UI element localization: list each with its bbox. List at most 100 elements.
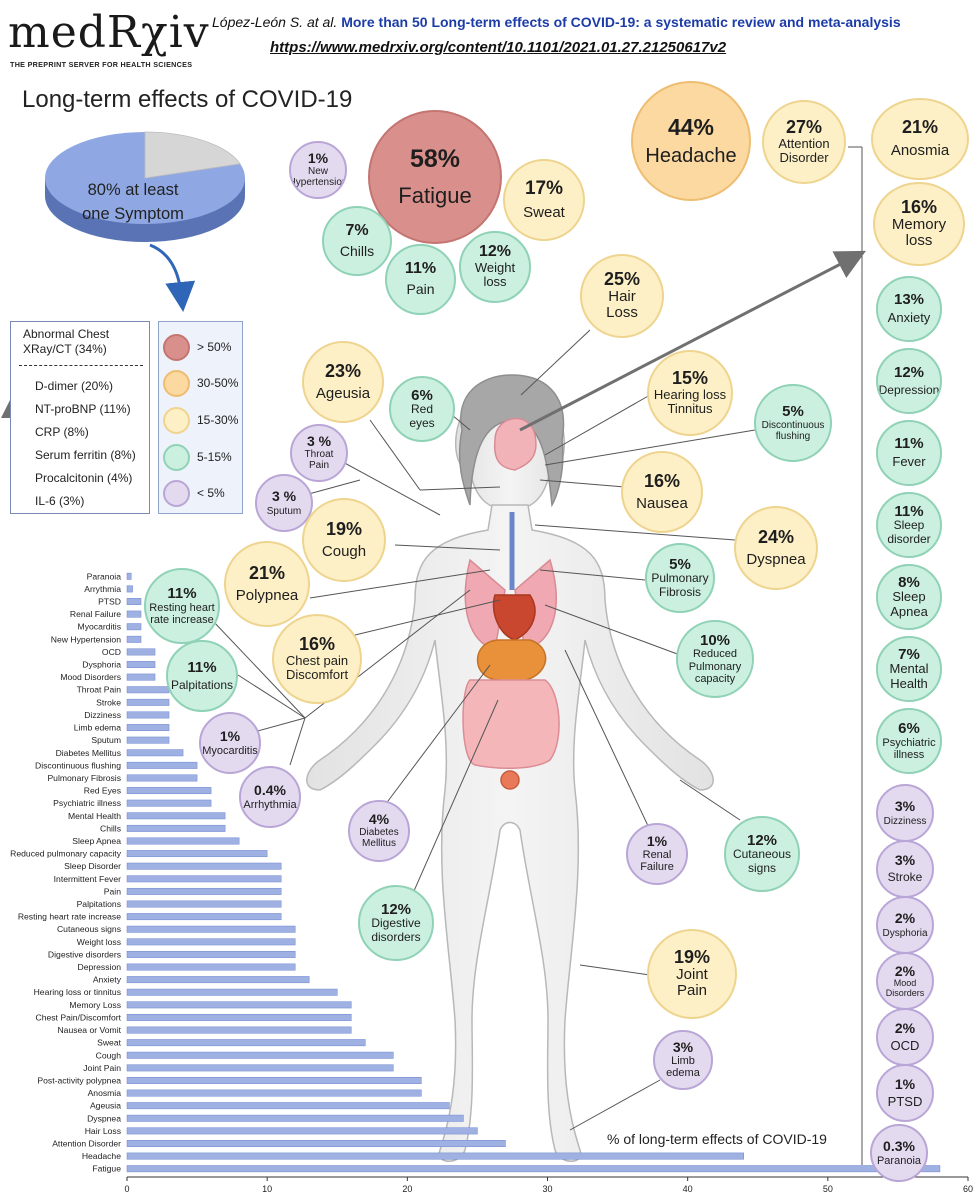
symptom-pie: [45, 131, 245, 242]
bubble-label: Anosmia: [890, 142, 950, 160]
bubble-label: Ageusia: [315, 384, 371, 402]
bar-category-label: Fatigue: [92, 1164, 121, 1174]
bubble-new-hypertension: 1% New Hypertension: [289, 141, 347, 199]
bubble-chest-pain: 16% Chest pain Discomfort: [272, 614, 362, 704]
bar-category-label: Sleep Disorder: [64, 861, 121, 871]
bubble-stroke: 3% Stroke: [876, 840, 934, 898]
bar-chart-title: % of long-term effects of COVID-19: [607, 1131, 827, 1147]
bar-category-label: Reduced pulmonary capacity: [10, 849, 122, 859]
bar: [126, 1064, 394, 1072]
bar: [126, 887, 282, 895]
pie-arrow: [149, 243, 196, 312]
bar: [126, 1013, 352, 1021]
bubble-label: Sweat: [523, 203, 565, 221]
bubble-myocarditis: 1% Myocarditis: [199, 712, 261, 774]
bubble-label: Resting heart rate increase: [149, 601, 215, 626]
logo-tagline: THE PREPRINT SERVER FOR HEALTH SCIENCES: [10, 60, 193, 69]
bar: [126, 1152, 744, 1160]
bubble-label: Hair Loss: [606, 287, 638, 322]
x-tick-label: 40: [683, 1184, 693, 1194]
bar: [126, 736, 170, 744]
bubble-label: Sputum: [266, 505, 302, 517]
legend-swatch: [163, 444, 190, 471]
bubble-pct: 15%: [671, 368, 709, 388]
bar-category-label: Mood Disorders: [60, 672, 121, 682]
bar: [126, 1127, 478, 1135]
bubble-label: Red eyes: [409, 402, 435, 430]
bubble-renal-failure: 1% Renal Failure: [626, 823, 688, 885]
bar-category-label: Discontinuous flushing: [35, 760, 121, 770]
medrxiv-logo[interactable]: medRχiv THE PREPRINT SERVER FOR HEALTH S…: [8, 8, 209, 70]
bar: [126, 875, 282, 883]
bar: [126, 938, 296, 946]
bar: [126, 1165, 941, 1173]
bar: [126, 711, 170, 719]
bubble-pct: 6%: [411, 386, 433, 404]
bubble-pct: 5%: [669, 555, 691, 573]
bar: [126, 572, 132, 580]
bubble-anxiety: 13% Anxiety: [876, 276, 942, 342]
bar: [126, 648, 156, 656]
bar-category-label: Digestive disorders: [48, 949, 121, 959]
bubble-fever: 11% Fever: [876, 420, 942, 486]
bar-category-label: Paranoia: [87, 571, 122, 581]
bar-category-label: Chest Pain/Discomfort: [36, 1012, 122, 1022]
bubble-paranoia: 0.3% Paranoia: [870, 1124, 928, 1182]
bubble-pct: 11%: [404, 260, 437, 278]
bubble-pain: 11% Pain: [385, 244, 456, 315]
bar-category-label: Renal Failure: [70, 609, 121, 619]
legend-label: > 50%: [197, 340, 232, 354]
page-title: Long-term effects of COVID-19: [22, 86, 353, 113]
bar-category-label: Mental Health: [68, 811, 121, 821]
bubble-resting-heart-rate: 11% Resting heart rate increase: [144, 568, 220, 644]
bubble-psychiatric-illness: 6% Psychiatric illness: [876, 708, 942, 774]
bubble-pct: 3%: [894, 852, 916, 869]
bar: [126, 686, 170, 694]
bubble-dysphoria: 2% Dysphoria: [876, 896, 934, 954]
bubble-ocd: 2% OCD: [876, 1008, 934, 1066]
lab-item: NT-proBNP (11%): [35, 402, 131, 416]
bubble-pct: 0.3%: [883, 1137, 915, 1154]
bubble-attention-disorder: 27% Attention Disorder: [762, 100, 846, 184]
bubble-label: Sleep disorder: [887, 518, 931, 546]
bubble-label: Pain: [406, 281, 435, 298]
bubble-label: Memory loss: [891, 215, 947, 250]
bubble-label: Fatigue: [398, 182, 472, 208]
bar-category-label: Cough: [96, 1050, 122, 1060]
bubble-label: Attention Disorder: [778, 135, 830, 166]
bubble-limb-edema: 3% Limb edema: [653, 1030, 713, 1090]
bubble-pct: 13%: [893, 291, 925, 309]
bar-category-label: Weight loss: [77, 937, 121, 947]
bubble-pct: 12%: [478, 243, 512, 261]
bar: [126, 913, 282, 921]
bubble-label: Chills: [339, 242, 375, 259]
bubble-label: Myocarditis: [202, 745, 258, 758]
bubble-pct: 11%: [187, 658, 217, 676]
citation-title: More than 50 Long-term effects of COVID-…: [341, 14, 901, 30]
bar-category-label: Throat Pain: [77, 685, 122, 695]
bubble-pct: 12%: [893, 363, 925, 381]
pie-label: 80% at least one Symptom: [58, 178, 208, 226]
legend-row: 15-30%: [163, 407, 243, 435]
citation-url[interactable]: https://www.medrxiv.org/content/10.1101/…: [270, 39, 727, 56]
bar: [126, 950, 296, 958]
bar-category-label: Hearing loss or tinnitus: [34, 987, 121, 997]
bar-category-label: Post-activity polypnea: [37, 1075, 121, 1085]
bubble-cutaneous-signs: 12% Cutaneous signs: [724, 816, 800, 892]
legend-label: 30-50%: [197, 376, 239, 390]
bubble-pct: 1%: [894, 1075, 916, 1092]
bar: [126, 623, 142, 631]
bar-category-label: Palpitations: [77, 899, 121, 909]
bubble-pct: 2%: [894, 1019, 916, 1036]
legend-label: < 5%: [197, 486, 225, 500]
legend-row: > 50%: [163, 334, 243, 362]
bar-category-label: Sputum: [91, 735, 121, 745]
lab-item: Procalcitonin (4%): [35, 471, 133, 485]
x-tick-label: 50: [823, 1184, 833, 1194]
bubble-fatigue: 58% Fatigue: [368, 110, 502, 244]
bar: [126, 1140, 506, 1147]
bubble-digestive-disorders: 12% Digestive disorders: [358, 885, 434, 961]
bubble-label: Diabetes Mellitus: [359, 827, 399, 850]
bubble-pct: 11%: [894, 502, 924, 520]
lab-item: D-dimer (20%): [35, 379, 114, 393]
